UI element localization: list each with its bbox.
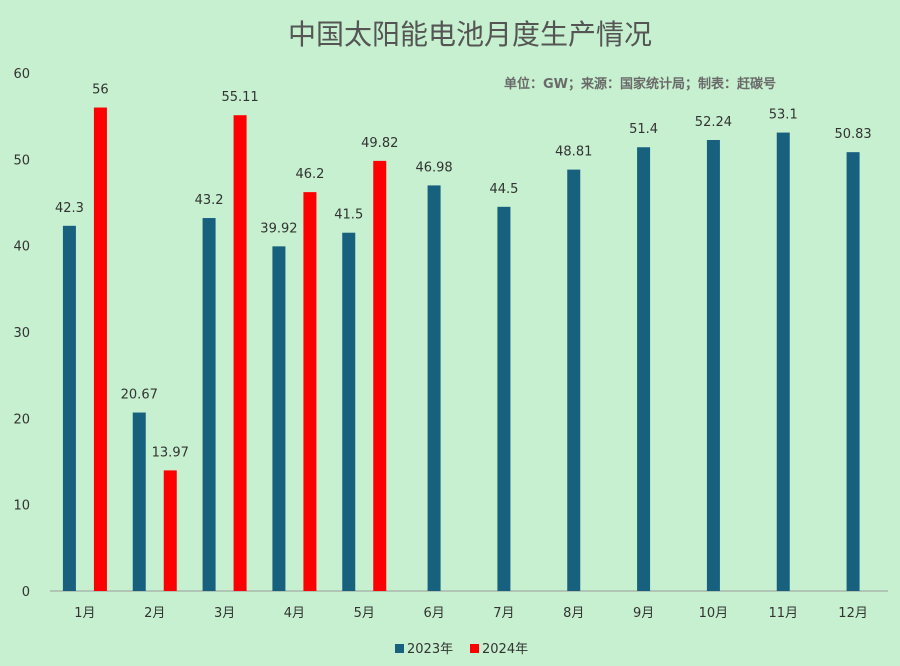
x-tick-label: 3月 (214, 606, 235, 621)
legend: 2023年 2024年 (395, 642, 528, 657)
y-tick-label: 50 (13, 153, 30, 168)
data-label: 50.83 (834, 127, 871, 142)
x-tick-label: 10月 (699, 606, 729, 621)
data-label: 13.97 (152, 445, 189, 460)
data-label: 43.2 (195, 193, 224, 208)
data-label: 42.3 (55, 201, 84, 216)
bar-2024年-3月 (233, 115, 247, 591)
y-tick-label: 20 (13, 412, 30, 427)
data-label: 53.1 (769, 108, 798, 123)
data-label: 56 (92, 83, 109, 98)
bar-2024年-5月 (373, 160, 387, 591)
data-label: 39.92 (260, 221, 297, 236)
data-label: 51.4 (629, 122, 658, 137)
y-tick-label: 10 (13, 499, 30, 514)
legend-label: 2024年 (482, 642, 528, 657)
chart-title: 中国太阳能电池月度生产情况 (288, 18, 652, 51)
x-tick-label: 12月 (838, 606, 868, 621)
x-tick-label: 1月 (74, 606, 95, 621)
x-tick-label: 4月 (284, 606, 305, 621)
bar-2024年-1月 (93, 107, 107, 592)
bar-2023年-8月 (567, 169, 581, 591)
y-tick-label: 0 (22, 585, 30, 600)
x-tick-label: 6月 (423, 606, 444, 621)
data-label: 41.5 (334, 208, 363, 223)
y-axis: 0 10 20 30 40 50 60 (13, 67, 30, 600)
legend-label: 2023年 (407, 642, 453, 657)
data-label: 49.82 (361, 136, 398, 151)
bar-2023年-6月 (427, 185, 441, 591)
bar-2023年-5月 (342, 232, 356, 591)
x-tick-label: 2月 (144, 606, 165, 621)
bar-2023年-10月 (706, 139, 720, 591)
x-tick-label: 11月 (768, 606, 798, 621)
data-label: 55.11 (221, 90, 258, 105)
y-tick-label: 40 (13, 240, 30, 255)
bar-2023年-1月 (62, 225, 76, 591)
data-label: 44.5 (489, 182, 518, 197)
bars (62, 107, 860, 592)
x-tick-label: 8月 (563, 606, 584, 621)
data-labels: 42.3 56 20.67 13.97 43.2 55.11 39.92 46.2 41.5 49… (55, 83, 872, 461)
x-tick-label: 5月 (354, 606, 375, 621)
data-label: 52.24 (695, 115, 732, 130)
bar-2023年-4月 (272, 246, 286, 591)
legend-swatch (470, 644, 479, 653)
x-tick-label: 7月 (493, 606, 514, 621)
bar-2023年-11月 (776, 132, 790, 591)
data-label: 46.2 (295, 167, 324, 182)
y-tick-label: 60 (13, 67, 30, 82)
bar-2023年-2月 (132, 412, 146, 591)
bar-2024年-4月 (303, 192, 317, 591)
y-tick-label: 30 (13, 326, 30, 341)
bar-2023年-9月 (637, 147, 651, 591)
bar-2023年-3月 (202, 218, 216, 592)
data-label: 46.98 (415, 160, 452, 175)
bar-2024年-2月 (163, 470, 177, 591)
bar-2023年-12月 (846, 152, 860, 591)
x-axis: 1月 2月 3月 4月 5月 6月 7月 8月 9月 10月 11月 12月 (74, 606, 868, 621)
legend-swatch (395, 644, 404, 653)
chart-subtitle: 单位：GW；来源：国家统计局；制表：赶碳号 (504, 76, 776, 92)
data-label: 48.81 (555, 145, 592, 160)
x-tick-label: 9月 (633, 606, 654, 621)
data-label: 20.67 (121, 388, 158, 403)
bar-2023年-7月 (497, 206, 511, 592)
